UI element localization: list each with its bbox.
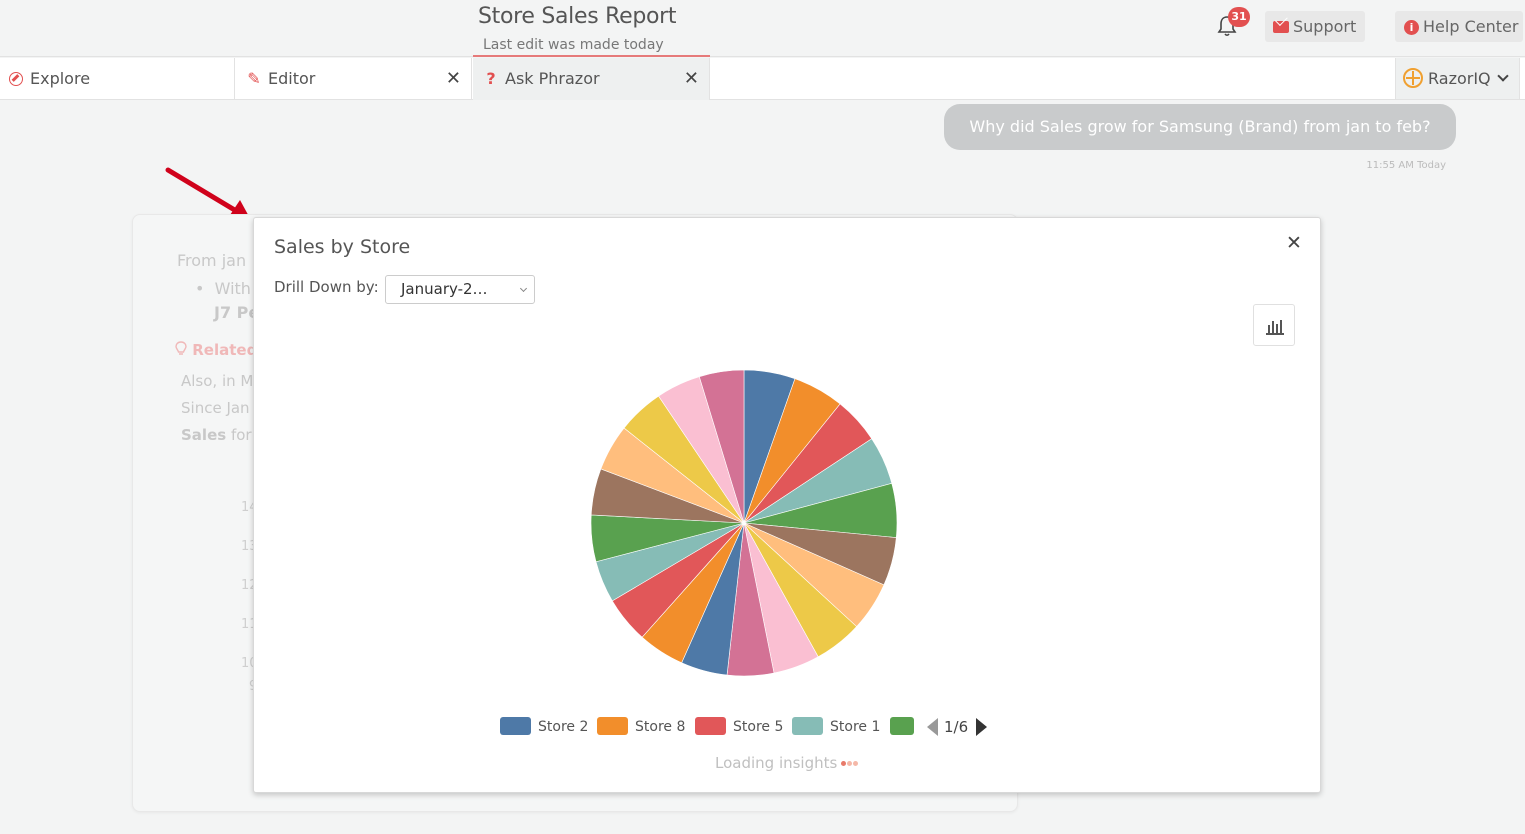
- legend-label: Store 2: [538, 719, 589, 735]
- answer-since: Since Jan: [181, 399, 250, 417]
- modal-title: Sales by Store: [274, 236, 411, 258]
- chevron-down-icon: [1496, 70, 1509, 82]
- answer-sales: Sales for: [181, 426, 252, 444]
- bar-chart-icon: [1266, 320, 1284, 335]
- legend-prev-icon[interactable]: [927, 718, 938, 736]
- answer-bullet-bold: J7 Pe: [214, 303, 260, 322]
- support-label: Support: [1293, 17, 1357, 36]
- tab-explore-label: Explore: [30, 69, 91, 88]
- legend-swatch: [695, 717, 726, 735]
- pie-slice[interactable]: [698, 369, 745, 524]
- info-icon: i: [1404, 20, 1419, 35]
- legend-label: Store 1: [830, 719, 881, 735]
- account-menu[interactable]: RazorIQ: [1395, 58, 1520, 99]
- account-label: RazorIQ: [1428, 69, 1491, 88]
- last-edit-info: Last edit was made today: [473, 36, 710, 57]
- help-center-button[interactable]: i Help Center: [1395, 11, 1523, 42]
- question-icon: ?: [486, 69, 496, 88]
- related-heading: Related: [175, 341, 257, 359]
- user-question-bubble: Why did Sales grow for Samsung (Brand) f…: [944, 104, 1456, 150]
- drill-down-select[interactable]: January-2…: [385, 275, 535, 304]
- support-button[interactable]: Support: [1265, 11, 1365, 42]
- tab-ask-label: Ask Phrazor: [505, 69, 600, 88]
- legend-label: Store 5: [733, 719, 784, 735]
- razoriq-logo-icon: [1403, 68, 1423, 88]
- legend-swatch: [890, 717, 914, 735]
- legend-item[interactable]: Store 2: [500, 716, 588, 738]
- tab-explore[interactable]: Explore: [0, 58, 235, 100]
- chart-type-button[interactable]: [1253, 304, 1295, 346]
- envelope-icon: [1273, 21, 1289, 33]
- close-icon[interactable]: ✕: [1286, 232, 1302, 254]
- answer-intro: From jan: [177, 251, 247, 270]
- pie-chart: [590, 369, 898, 677]
- legend-item[interactable]: Store 1: [792, 716, 880, 738]
- report-title: Store Sales Report: [478, 4, 677, 29]
- help-label: Help Center: [1423, 17, 1519, 36]
- message-timestamp: 11:55 AM Today: [1366, 160, 1446, 171]
- tab-bar: Explore ✎ Editor ✕ ? Ask Phrazor ✕ RazorIQ: [0, 58, 1525, 100]
- app-header: Store Sales Report Last edit was made to…: [0, 0, 1525, 57]
- legend-swatch: [597, 717, 628, 735]
- answer-bullet: • With: [195, 279, 251, 298]
- legend-label: Store 8: [635, 719, 686, 735]
- legend-item[interactable]: Store 5: [695, 716, 783, 738]
- lightbulb-icon: [175, 341, 187, 355]
- loading-dots-icon: [841, 754, 859, 772]
- notification-badge: 31: [1228, 7, 1250, 27]
- legend-swatch: [792, 717, 823, 735]
- tab-editor-label: Editor: [268, 69, 316, 88]
- tab-editor-close-icon[interactable]: ✕: [445, 68, 461, 89]
- pencil-icon: ✎: [247, 69, 261, 88]
- answer-also: Also, in M: [181, 372, 254, 390]
- tab-ask-close-icon[interactable]: ✕: [683, 68, 699, 89]
- legend-next-icon[interactable]: [976, 718, 987, 736]
- chevron-down-icon: [519, 284, 528, 293]
- legend-item[interactable]: Store 8: [597, 716, 685, 738]
- loading-insights: Loading insights: [715, 754, 859, 772]
- tab-ask-phrazor[interactable]: ? Ask Phrazor ✕: [473, 58, 710, 100]
- drill-down-value: January-2…: [401, 280, 488, 298]
- drill-down-label: Drill Down by:: [274, 278, 379, 296]
- chart-modal: Sales by Store ✕ Drill Down by: January-…: [253, 217, 1321, 793]
- legend-pager: 1/6: [944, 718, 969, 736]
- tab-editor[interactable]: ✎ Editor ✕: [236, 58, 472, 100]
- compass-icon: [8, 58, 24, 100]
- legend-item[interactable]: [890, 716, 921, 738]
- legend-swatch: [500, 717, 531, 735]
